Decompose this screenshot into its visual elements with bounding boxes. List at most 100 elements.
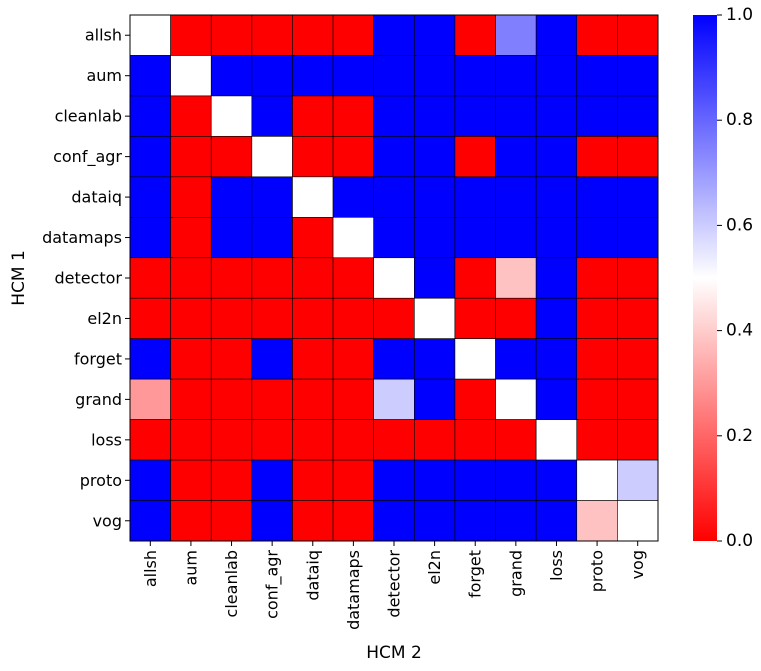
heatmap-cell	[454, 55, 496, 97]
heatmap-cell	[454, 500, 496, 542]
heatmap-cell	[535, 176, 578, 218]
heatmap-cell	[210, 459, 253, 501]
heatmap-cell	[617, 459, 659, 501]
y-axis-title: HCM 1	[9, 250, 29, 306]
colorbar-tick-label: 1.0	[726, 5, 753, 25]
heatmap-cell	[576, 55, 618, 97]
heatmap-cell	[170, 297, 212, 339]
heatmap-cell	[129, 378, 171, 420]
heatmap-cell	[495, 95, 537, 137]
heatmap-cell	[251, 257, 293, 299]
heatmap-cell	[373, 95, 415, 137]
heatmap-cell	[251, 297, 293, 339]
column-tick-label: vog	[628, 550, 647, 579]
heatmap-cell	[495, 136, 537, 178]
heatmap-cell	[292, 14, 334, 56]
heatmap-cell	[454, 257, 496, 299]
heatmap-cell	[332, 95, 374, 137]
heatmap-cell	[373, 257, 415, 299]
heatmap-cell	[576, 338, 618, 380]
heatmap-cell	[373, 459, 415, 501]
heatmap-cell	[454, 14, 496, 56]
heatmap-cell	[576, 378, 618, 420]
heatmap-cell	[210, 55, 253, 97]
heatmap-cell	[129, 217, 171, 259]
row-tick-label: el2n	[87, 309, 122, 328]
heatmap-cell	[373, 297, 415, 339]
row-tick-label: datamaps	[42, 228, 122, 247]
heatmap-cell	[373, 14, 415, 56]
colorbar-tick-label: 0.0	[726, 531, 753, 551]
heatmap-cell	[210, 217, 253, 259]
heatmap-cell	[535, 14, 578, 56]
heatmap-cell	[332, 136, 374, 178]
heatmap-cell	[170, 14, 212, 56]
heatmap-cell	[373, 338, 415, 380]
heatmap-cell	[576, 297, 618, 339]
heatmap-cell	[414, 217, 456, 259]
heatmap-cell	[332, 378, 374, 420]
row-tick-label: grand	[75, 390, 122, 409]
heatmap-cell	[292, 55, 334, 97]
heatmap-cell	[129, 500, 171, 542]
heatmap-cell	[454, 338, 496, 380]
heatmap-cell	[414, 338, 456, 380]
heatmap-cell	[373, 136, 415, 178]
heatmap-cell	[170, 176, 212, 218]
heatmap-cell	[170, 378, 212, 420]
heatmap-cell	[617, 136, 659, 178]
heatmap-cell	[414, 176, 456, 218]
heatmap-cell	[414, 14, 456, 56]
heatmap-cell	[332, 500, 374, 542]
heatmap-cell	[535, 419, 578, 461]
heatmap-cell	[170, 257, 212, 299]
heatmap-cell	[414, 378, 456, 420]
column-tick-labels: allsh aum cleanlab conf_agr dataiq datamaps de…	[141, 541, 647, 630]
heatmap-cell	[332, 14, 374, 56]
column-tick-label: datamaps	[344, 550, 363, 630]
heatmap-cell	[332, 217, 374, 259]
heatmap-cell	[414, 136, 456, 178]
heatmap-cell	[454, 297, 496, 339]
heatmap-cell	[251, 500, 293, 542]
heatmap-cell	[495, 176, 537, 218]
heatmap-cell	[251, 136, 293, 178]
heatmap-cell	[251, 95, 293, 137]
heatmap-cell	[617, 378, 659, 420]
heatmap-cell	[170, 419, 212, 461]
heatmap-cell	[170, 55, 212, 97]
colorbar-tick-label: 0.8	[726, 110, 753, 130]
heatmap-cell	[454, 378, 496, 420]
row-tick-label: vog	[93, 511, 122, 530]
heatmap-cell	[535, 297, 578, 339]
heatmap-cell	[535, 217, 578, 259]
heatmap-cell	[617, 500, 659, 542]
heatmap-cell	[414, 257, 456, 299]
heatmap-cell	[617, 217, 659, 259]
heatmap-cells	[129, 14, 659, 542]
heatmap-cell	[535, 338, 578, 380]
heatmap-cell	[292, 217, 334, 259]
heatmap-cell	[535, 378, 578, 420]
row-tick-label: detector	[54, 269, 122, 288]
heatmap-cell	[251, 217, 293, 259]
heatmap-cell	[414, 500, 456, 542]
heatmap-cell	[210, 257, 253, 299]
column-tick-label: dataiq	[303, 550, 322, 601]
column-tick-label: cleanlab	[222, 550, 241, 617]
column-tick-label: detector	[385, 550, 404, 618]
heatmap-cell	[210, 419, 253, 461]
heatmap-cell	[210, 378, 253, 420]
heatmap-cell	[535, 55, 578, 97]
heatmap-cell	[170, 95, 212, 137]
heatmap-cell	[495, 55, 537, 97]
heatmap-cell	[332, 419, 374, 461]
colorbar	[693, 15, 717, 541]
heatmap-cell	[210, 500, 253, 542]
column-tick-label: proto	[588, 550, 607, 592]
heatmap-cell	[292, 176, 334, 218]
heatmap-cell	[535, 136, 578, 178]
colorbar-ticks: 0.0 0.2 0.4 0.6 0.8 1.0	[717, 5, 753, 551]
row-tick-label: allsh	[85, 26, 122, 45]
